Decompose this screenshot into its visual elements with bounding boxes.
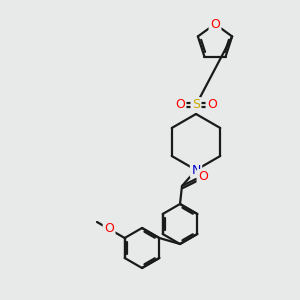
Text: O: O [104, 223, 114, 236]
Text: O: O [175, 98, 185, 112]
Text: O: O [198, 170, 208, 184]
Text: N: N [191, 164, 201, 176]
Text: S: S [192, 98, 200, 112]
Text: O: O [210, 17, 220, 31]
Text: O: O [207, 98, 217, 112]
